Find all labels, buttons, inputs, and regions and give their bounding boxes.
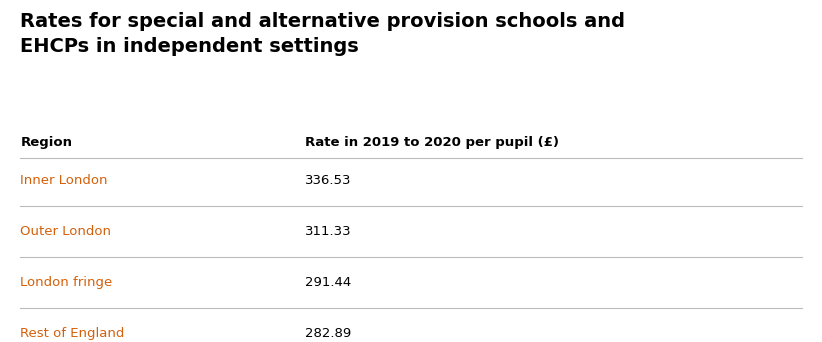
Text: Rest of England: Rest of England [21,327,125,340]
Text: Rates for special and alternative provision schools and
EHCPs in independent set: Rates for special and alternative provis… [21,12,626,56]
Text: Outer London: Outer London [21,225,112,238]
Text: 282.89: 282.89 [305,327,352,340]
Text: Region: Region [21,136,72,149]
Text: Inner London: Inner London [21,174,108,187]
Text: Rate in 2019 to 2020 per pupil (£): Rate in 2019 to 2020 per pupil (£) [305,136,559,149]
Text: London fringe: London fringe [21,276,113,289]
Text: 291.44: 291.44 [305,276,352,289]
Text: 311.33: 311.33 [305,225,352,238]
Text: 336.53: 336.53 [305,174,352,187]
